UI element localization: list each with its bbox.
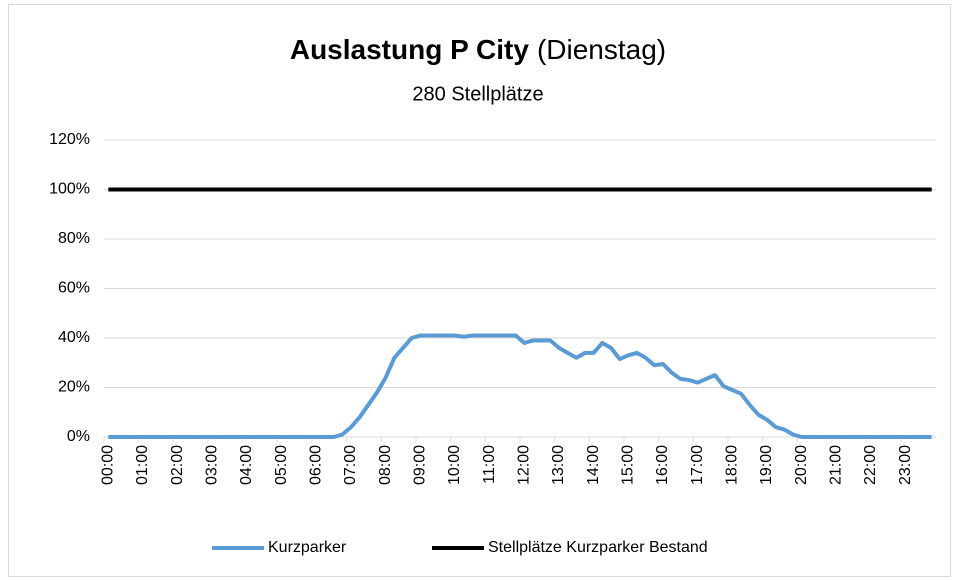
- chart-subtitle: 280 Stellplätze: [412, 83, 543, 105]
- y-tick-label: 0%: [67, 428, 90, 445]
- x-tick-label: 10:00: [446, 445, 463, 485]
- x-tick-label: 11:00: [481, 445, 498, 484]
- x-tick-label: 21:00: [828, 445, 845, 485]
- title-note: (Dienstag): [537, 34, 666, 65]
- x-tick-label: 00:00: [100, 445, 117, 485]
- x-tick-label: 05:00: [273, 445, 290, 485]
- x-tick-label: 16:00: [654, 445, 671, 485]
- x-tick-label: 15:00: [620, 445, 637, 485]
- chart-frame: [8, 4, 951, 577]
- x-tick-label: 07:00: [342, 445, 359, 485]
- x-tick-label: 23:00: [897, 445, 914, 485]
- x-tick-label: 22:00: [862, 445, 879, 485]
- x-tick-label: 19:00: [758, 445, 775, 485]
- y-tick-label: 40%: [58, 329, 90, 346]
- x-tick-label: 12:00: [516, 445, 533, 485]
- x-tick-label: 01:00: [134, 445, 151, 485]
- x-tick-label: 17:00: [689, 445, 706, 485]
- y-tick-label: 80%: [58, 230, 90, 247]
- x-tick-label: 20:00: [793, 445, 810, 485]
- x-tick-label: 04:00: [238, 445, 255, 485]
- x-tick-label: 02:00: [169, 445, 186, 485]
- legend-label: Kurzparker: [268, 539, 347, 556]
- x-tick-label: 09:00: [412, 445, 429, 485]
- y-tick-label: 120%: [49, 131, 90, 148]
- y-tick-label: 100%: [49, 181, 90, 198]
- y-tick-label: 60%: [58, 280, 90, 297]
- title-main: Auslastung P City: [290, 34, 530, 65]
- x-tick-label: 13:00: [550, 445, 567, 485]
- y-tick-label: 20%: [58, 379, 90, 396]
- chart-title: Auslastung P City (Dienstag): [290, 34, 666, 65]
- x-tick-label: 18:00: [724, 445, 741, 485]
- x-tick-label: 06:00: [308, 445, 325, 485]
- x-tick-label: 14:00: [585, 445, 602, 485]
- x-tick-label: 03:00: [204, 445, 221, 485]
- x-tick-label: 08:00: [377, 445, 394, 485]
- series-line: [108, 333, 932, 439]
- legend-label: Stellplätze Kurzparker Bestand: [488, 539, 708, 556]
